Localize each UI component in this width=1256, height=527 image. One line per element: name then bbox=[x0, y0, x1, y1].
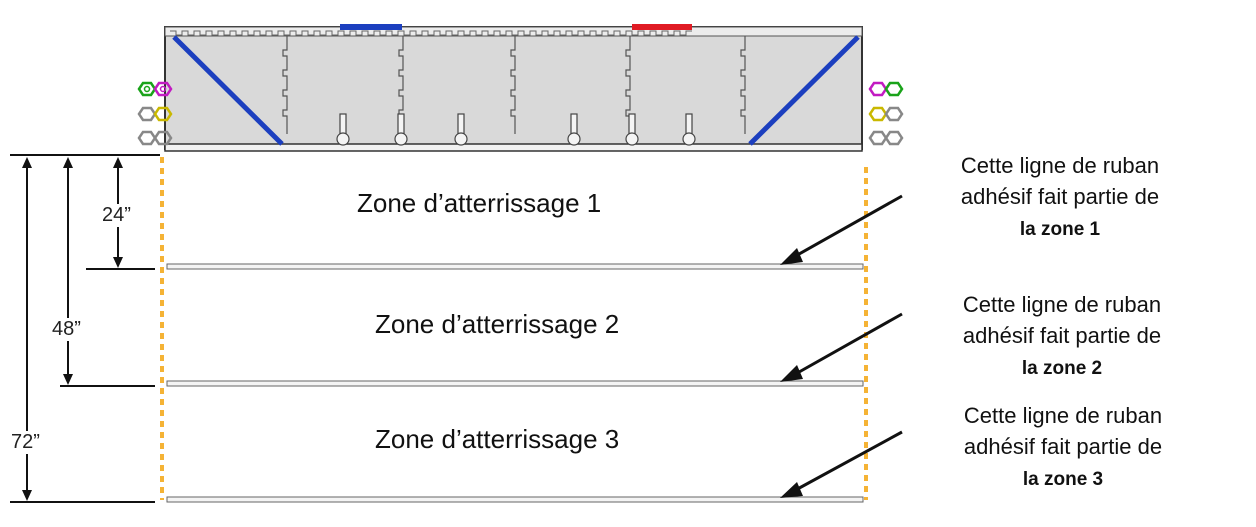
hex-nut-icon bbox=[868, 106, 888, 122]
bottom-rail bbox=[164, 143, 863, 152]
tape-note-line1: Cette ligne de ruban bbox=[960, 153, 1160, 178]
dim-label-24: 24” bbox=[100, 204, 133, 227]
callout-arrow-3 bbox=[791, 430, 903, 494]
zone-label-2: Zone d’atterrissage 2 bbox=[375, 309, 620, 339]
hex-nut-icon bbox=[137, 106, 157, 122]
dimension-arrowheads bbox=[22, 157, 123, 501]
hex-nut-icon bbox=[884, 106, 904, 122]
hex-nut-icon bbox=[137, 130, 157, 146]
tape-note-3: Cette ligne de ruban adhésif fait partie… bbox=[928, 400, 1198, 495]
arrow-icon bbox=[63, 157, 73, 168]
left-hex-nuts bbox=[137, 81, 173, 146]
right-brace bbox=[748, 35, 860, 146]
divider-1 bbox=[282, 36, 288, 134]
tape-note-line2: adhésif fait partie de bbox=[960, 184, 1160, 209]
hex-nut-icon bbox=[884, 130, 904, 146]
stand-post bbox=[454, 113, 468, 146]
hex-nut-hole bbox=[143, 85, 151, 93]
divider-2 bbox=[398, 36, 404, 134]
callout-arrow-2 bbox=[791, 312, 903, 378]
tape-note-line1: Cette ligne de ruban bbox=[963, 403, 1163, 428]
stand-posts bbox=[336, 113, 696, 146]
hex-nut-icon bbox=[153, 130, 173, 146]
top-rail bbox=[164, 26, 863, 37]
divider-4 bbox=[625, 36, 631, 134]
stand-post bbox=[625, 113, 639, 146]
tape-line-2 bbox=[166, 380, 864, 387]
hex-nut-icon bbox=[153, 81, 173, 97]
arrow-icon bbox=[22, 157, 32, 168]
hex-nut-icon bbox=[137, 81, 157, 97]
tape-note-zone: la zone 1 bbox=[1019, 219, 1101, 240]
callout-arrows bbox=[791, 194, 903, 494]
hex-nut-icon bbox=[868, 81, 888, 97]
divider-3 bbox=[510, 36, 516, 134]
tape-note-zone: la zone 2 bbox=[1021, 358, 1103, 379]
tape-note-line1: Cette ligne de ruban bbox=[962, 292, 1162, 317]
hex-nut-icon bbox=[868, 130, 888, 146]
barrier-panel bbox=[164, 26, 863, 150]
arrow-icon bbox=[780, 365, 803, 382]
panel-dividers bbox=[282, 36, 746, 134]
arrow-icon bbox=[113, 157, 123, 168]
zone-label-1: Zone d’atterrissage 1 bbox=[357, 188, 602, 218]
right-hex-nuts bbox=[868, 81, 904, 146]
tape-line-3 bbox=[166, 496, 864, 503]
divider-5 bbox=[740, 36, 746, 134]
left-brace bbox=[172, 35, 284, 146]
tape-note-1: Cette ligne de ruban adhésif fait partie… bbox=[925, 150, 1195, 245]
tape-note-2: Cette ligne de ruban adhésif fait partie… bbox=[927, 289, 1197, 384]
stand-post bbox=[336, 113, 350, 146]
arrow-icon bbox=[63, 374, 73, 385]
barrier-assembly bbox=[164, 24, 863, 152]
callout-arrowheads bbox=[780, 248, 803, 498]
stand-post bbox=[394, 113, 408, 146]
hex-nut-icon bbox=[884, 81, 904, 97]
zone-label-3: Zone d’atterrissage 3 bbox=[375, 424, 620, 454]
hex-nut-icon bbox=[153, 106, 173, 122]
arrow-icon bbox=[780, 482, 803, 498]
tape-note-line2: adhésif fait partie de bbox=[962, 323, 1162, 348]
arrow-icon bbox=[113, 257, 123, 268]
arrow-icon bbox=[22, 490, 32, 501]
stand-post bbox=[682, 113, 696, 146]
callout-arrow-1 bbox=[791, 194, 903, 260]
blue-marker bbox=[340, 24, 402, 30]
arrow-icon bbox=[780, 248, 803, 265]
stand-post bbox=[567, 113, 581, 146]
red-marker bbox=[632, 24, 692, 30]
tape-note-zone: la zone 3 bbox=[1022, 469, 1104, 490]
tape-line-1 bbox=[166, 263, 864, 270]
tape-note-line2: adhésif fait partie de bbox=[963, 434, 1163, 459]
top-rail-teeth bbox=[170, 30, 692, 36]
dim-label-48: 48” bbox=[50, 318, 83, 341]
dim-label-72: 72” bbox=[9, 431, 42, 454]
hex-nut-hole bbox=[159, 85, 167, 93]
